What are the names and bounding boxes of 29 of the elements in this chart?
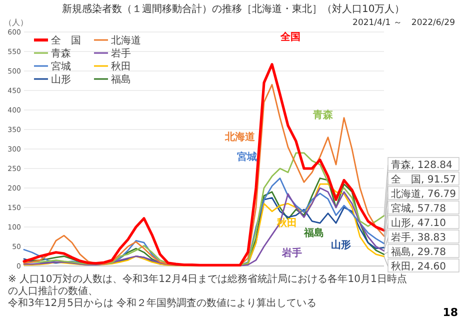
annotation: 福島 — [302, 227, 324, 239]
legend-label: 岩手 — [111, 48, 131, 60]
data-label: 青森, 128.84 — [391, 159, 452, 171]
legend-label: 北海道 — [111, 34, 141, 46]
text: 2021/4/1 ～ 2022/6/29 — [352, 18, 455, 28]
data-label: 秋田, 24.60 — [391, 260, 446, 272]
data-label: 全 国, 91.57 — [391, 174, 456, 186]
chart-title: 新規感染者数（１週間移動合計）の推移［北海道・東北］（対人口10万人） — [62, 3, 405, 15]
legend-label: 全 国 — [51, 34, 81, 46]
annotation: 全国 — [279, 31, 300, 43]
text: 18 — [442, 306, 458, 319]
legend-label: 秋田 — [111, 60, 131, 72]
annotation: 山形 — [330, 239, 351, 251]
text: ※ 人口10万対の人数は、令和3年12月4日までは総務省統計局における各年10月1日時点の人口推計の数値、 — [8, 273, 407, 297]
annotation: 岩手 — [281, 247, 302, 259]
data-label: 山形, 47.10 — [391, 217, 446, 229]
data-label: 北海道, 76.79 — [391, 188, 456, 200]
legend-label: 青森 — [51, 48, 71, 60]
data-label: 福島, 29.78 — [391, 246, 446, 258]
data-label: 宮城, 57.78 — [391, 202, 446, 214]
legend-label: 福島 — [111, 74, 131, 86]
y-axis-title: （人） — [4, 18, 28, 27]
legend-label: 宮城 — [51, 60, 71, 72]
annotation: 宮城 — [237, 151, 258, 163]
legend-label: 山形 — [51, 74, 71, 86]
data-label: 岩手, 38.83 — [391, 232, 446, 244]
annotation: 北海道 — [224, 131, 256, 143]
annotation: 青森 — [312, 109, 334, 121]
text: 令和3年12月5日からは 令和２年国勢調査の数値により算出している — [8, 297, 317, 309]
